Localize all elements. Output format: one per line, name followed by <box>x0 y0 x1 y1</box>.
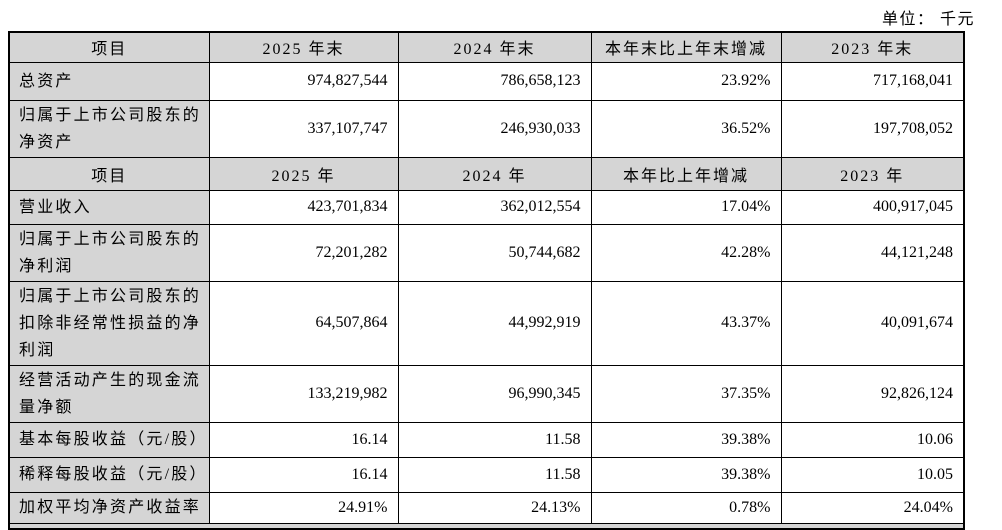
table-row-revenue: 营业收入 423,701,834 362,012,554 17.04% 400,… <box>8 189 965 225</box>
row-label-cell: 总资产 <box>8 61 210 101</box>
column-header-2023: 2023 年 <box>780 156 965 191</box>
value-cell: 11.58 <box>397 456 592 493</box>
partial-row-cell <box>8 522 965 529</box>
value-cell: 23.92% <box>590 61 782 101</box>
column-header-yoy: 本年比上年增减 <box>590 156 782 191</box>
value-cell: 44,121,248 <box>780 223 965 282</box>
table-row-basic-eps: 基本每股收益（元/股） 16.14 11.58 39.38% 10.06 <box>8 421 965 458</box>
unit-label: 单位： 千元 <box>881 11 975 28</box>
row-label-cell: 加权平均净资产收益率 <box>8 491 210 524</box>
column-header-2024: 2024 年 <box>397 156 592 191</box>
row-label-cell: 经营活动产生的现金流量净额 <box>8 364 210 423</box>
value-cell: 96,990,345 <box>397 364 592 423</box>
table-row-operating-cash-flow: 经营活动产生的现金流量净额 133,219,982 96,990,345 37.… <box>8 364 965 423</box>
table-row-net-profit: 归属于上市公司股东的净利润 72,201,282 50,744,682 42.2… <box>8 223 965 282</box>
key-financials-table: 项目 2025 年末 2024 年末 本年末比上年末增减 2023 年末 总资产… <box>8 31 965 530</box>
column-header-item: 项目 <box>8 31 210 63</box>
value-cell: 24.04% <box>780 491 965 524</box>
value-cell: 43.37% <box>590 280 782 366</box>
value-cell: 24.13% <box>397 491 592 524</box>
value-cell: 64,507,864 <box>208 280 399 366</box>
value-cell: 24.91% <box>208 491 399 524</box>
row-label-cell: 归属于上市公司股东的扣除非经常性损益的净利润 <box>8 280 210 366</box>
value-cell: 92,826,124 <box>780 364 965 423</box>
value-cell: 786,658,123 <box>397 61 592 101</box>
row-label-cell: 归属于上市公司股东的净利润 <box>8 223 210 282</box>
value-cell: 10.06 <box>780 421 965 458</box>
value-cell: 974,827,544 <box>208 61 399 101</box>
table-row-weighted-avg-roe: 加权平均净资产收益率 24.91% 24.13% 0.78% 24.04% <box>8 491 965 524</box>
column-header-2025: 2025 年 <box>208 156 399 191</box>
column-header-yoy-eoy: 本年末比上年末增减 <box>590 31 782 63</box>
column-header-2023-eoy: 2023 年末 <box>780 31 965 63</box>
table-row-net-assets: 归属于上市公司股东的净资产 337,107,747 246,930,033 36… <box>8 99 965 158</box>
value-cell: 133,219,982 <box>208 364 399 423</box>
column-header-item: 项目 <box>8 156 210 191</box>
value-cell: 337,107,747 <box>208 99 399 158</box>
table-row-diluted-eps: 稀释每股收益（元/股） 16.14 11.58 39.38% 10.05 <box>8 456 965 493</box>
value-cell: 40,091,674 <box>780 280 965 366</box>
column-header-2025-eoy: 2025 年末 <box>208 31 399 63</box>
value-cell: 423,701,834 <box>208 189 399 225</box>
value-cell: 717,168,041 <box>780 61 965 101</box>
header-row-eoy: 项目 2025 年末 2024 年末 本年末比上年末增减 2023 年末 <box>8 31 965 63</box>
row-label-cell: 营业收入 <box>8 189 210 225</box>
row-label-cell: 归属于上市公司股东的净资产 <box>8 99 210 158</box>
table-bottom-partial-row <box>8 522 965 529</box>
row-label-cell: 基本每股收益（元/股） <box>8 421 210 458</box>
value-cell: 36.52% <box>590 99 782 158</box>
value-cell: 39.38% <box>590 421 782 458</box>
value-cell: 0.78% <box>590 491 782 524</box>
value-cell: 72,201,282 <box>208 223 399 282</box>
value-cell: 44,992,919 <box>397 280 592 366</box>
value-cell: 42.28% <box>590 223 782 282</box>
value-cell: 11.58 <box>397 421 592 458</box>
value-cell: 246,930,033 <box>397 99 592 158</box>
table-row-net-profit-excl-nonrecurring: 归属于上市公司股东的扣除非经常性损益的净利润 64,507,864 44,992… <box>8 280 965 366</box>
value-cell: 16.14 <box>208 456 399 493</box>
value-cell: 197,708,052 <box>780 99 965 158</box>
value-cell: 362,012,554 <box>397 189 592 225</box>
value-cell: 16.14 <box>208 421 399 458</box>
value-cell: 50,744,682 <box>397 223 592 282</box>
table-row-total-assets: 总资产 974,827,544 786,658,123 23.92% 717,1… <box>8 61 965 101</box>
column-header-2024-eoy: 2024 年末 <box>397 31 592 63</box>
row-label-cell: 稀释每股收益（元/股） <box>8 456 210 493</box>
value-cell: 10.05 <box>780 456 965 493</box>
value-cell: 39.38% <box>590 456 782 493</box>
value-cell: 400,917,045 <box>780 189 965 225</box>
value-cell: 37.35% <box>590 364 782 423</box>
value-cell: 17.04% <box>590 189 782 225</box>
header-row-annual: 项目 2025 年 2024 年 本年比上年增减 2023 年 <box>8 156 965 191</box>
